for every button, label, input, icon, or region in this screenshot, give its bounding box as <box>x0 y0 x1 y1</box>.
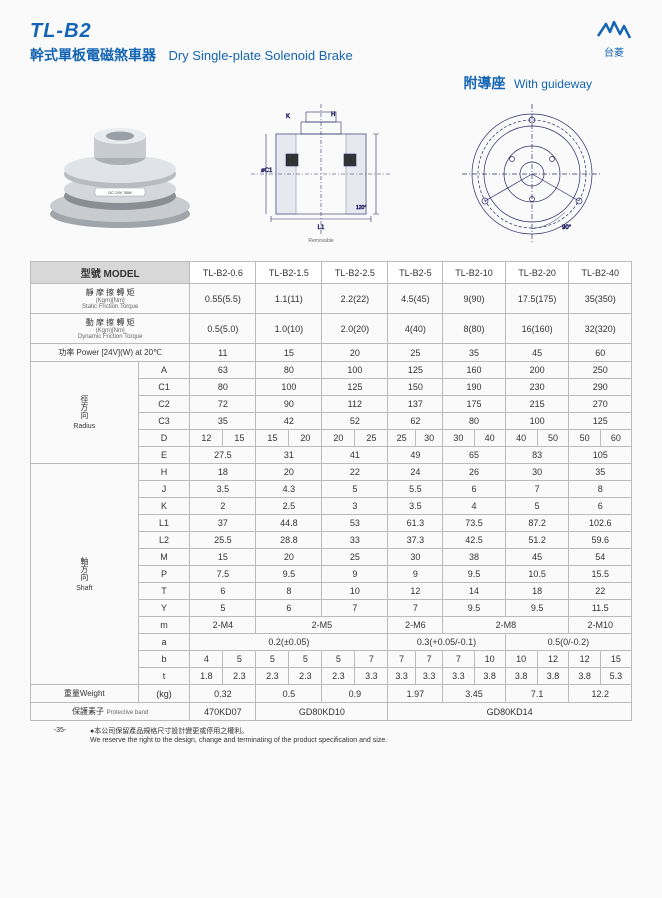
model-header-label: 型號 MODEL <box>31 262 190 284</box>
page-number: -35- <box>30 727 90 734</box>
svg-text:L1: L1 <box>317 225 324 231</box>
param-b: b <box>138 651 190 668</box>
param-A: A <box>138 362 190 379</box>
shaft-group-label: 軸方向 Shaft <box>31 464 139 685</box>
static-torque-row: 靜 摩 擦 轉 矩 (Kgm)[Nm] Static Friction Torq… <box>31 284 632 314</box>
brand-logo: 台菱 <box>596 20 632 59</box>
model-code: TL-B2 <box>30 20 632 43</box>
param-K: K <box>138 498 190 515</box>
param-E: E <box>138 447 190 464</box>
param-D: D <box>138 430 190 447</box>
weight-unit: (kg) <box>138 685 190 703</box>
weight-row: 重量Weight (kg) 0.32 0.5 0.9 1.97 3.45 7.1… <box>31 685 632 703</box>
model-col-4: TL-B2-10 <box>443 262 505 284</box>
svg-text:K: K <box>286 114 290 120</box>
model-header-row: 型號 MODEL TL-B2-0.6 TL-B2-1.5 TL-B2-2.5 T… <box>31 262 632 284</box>
disclaimer: ●本公司保留產品規格尺寸設計變更或停用之權利。 We reserve the r… <box>90 727 632 745</box>
model-col-5: TL-B2-20 <box>505 262 569 284</box>
param-L2: L2 <box>138 532 190 549</box>
model-col-1: TL-B2-1.5 <box>256 262 322 284</box>
param-m: m <box>138 617 190 634</box>
power-row: 功率 Power [24V](W) at 20℃ 11 15 20 25 35 … <box>31 344 632 362</box>
svg-text:90°: 90° <box>562 225 572 231</box>
model-col-0: TL-B2-0.6 <box>190 262 256 284</box>
svg-text:H: H <box>331 112 335 118</box>
param-H: H <box>138 464 190 481</box>
spec-table: 型號 MODEL TL-B2-0.6 TL-B2-1.5 TL-B2-2.5 T… <box>30 261 632 721</box>
guideway-en: With guideway <box>514 77 592 91</box>
radius-A-row: 徑方向 Radius A 63 80 100 125 160 200 250 <box>31 362 632 379</box>
protective-row: 保護素子 Protective band 470KD07 GD80KD10 GD… <box>31 703 632 721</box>
subtitle-cn: 幹式單板電磁煞車器 <box>30 47 156 63</box>
section-drawing: L1 øC1 120° K H Removable <box>220 104 421 244</box>
front-drawing: 90° <box>431 104 632 244</box>
protective-label: 保護素子 Protective band <box>31 703 190 721</box>
model-col-6: TL-B2-40 <box>569 262 632 284</box>
page-footer: -35- ●本公司保留產品規格尺寸設計變更或停用之權利。 We reserve … <box>30 727 632 745</box>
model-col-3: TL-B2-5 <box>388 262 443 284</box>
subtitle-en: Dry Single-plate Solenoid Brake <box>168 48 352 63</box>
param-t: t <box>138 668 190 685</box>
svg-text:øC1: øC1 <box>261 168 273 174</box>
model-col-2: TL-B2-2.5 <box>322 262 388 284</box>
dynamic-torque-label: 動 摩 擦 轉 矩 (Kgm)[Nm] Dynamic Friction Tor… <box>31 314 190 344</box>
svg-text:120°: 120° <box>356 205 366 211</box>
param-a: a <box>138 634 190 651</box>
svg-text:Removable: Removable <box>308 238 334 244</box>
param-M: M <box>138 549 190 566</box>
shaft-H-row: 軸方向 Shaft H 18 20 22 24 26 30 35 <box>31 464 632 481</box>
param-C2: C2 <box>138 396 190 413</box>
param-L1: L1 <box>138 515 190 532</box>
power-label: 功率 Power [24V](W) at 20℃ <box>31 344 190 362</box>
static-torque-label: 靜 摩 擦 轉 矩 (Kgm)[Nm] Static Friction Torq… <box>31 284 190 314</box>
radius-group-label: 徑方向 Radius <box>31 362 139 464</box>
svg-text:DC 24V 35W: DC 24V 35W <box>108 190 132 195</box>
guideway-cn: 附導座 <box>464 75 506 91</box>
param-C3: C3 <box>138 413 190 430</box>
param-Y: Y <box>138 600 190 617</box>
page-header: TL-B2 幹式單板電磁煞車器 Dry Single-plate Solenoi… <box>30 20 632 65</box>
subtitle-row: 幹式單板電磁煞車器 Dry Single-plate Solenoid Brak… <box>30 45 632 65</box>
logo-icon <box>596 20 632 42</box>
weight-label: 重量Weight <box>31 685 139 703</box>
dynamic-torque-row: 動 摩 擦 轉 矩 (Kgm)[Nm] Dynamic Friction Tor… <box>31 314 632 344</box>
param-C1: C1 <box>138 379 190 396</box>
product-photo: DC 24V 35W <box>30 109 210 239</box>
logo-text: 台菱 <box>596 44 632 59</box>
diagram-row: DC 24V 35W L1 <box>30 99 632 249</box>
param-J: J <box>138 481 190 498</box>
param-P: P <box>138 566 190 583</box>
guideway-label: 附導座 With guideway <box>30 73 592 93</box>
param-T: T <box>138 583 190 600</box>
